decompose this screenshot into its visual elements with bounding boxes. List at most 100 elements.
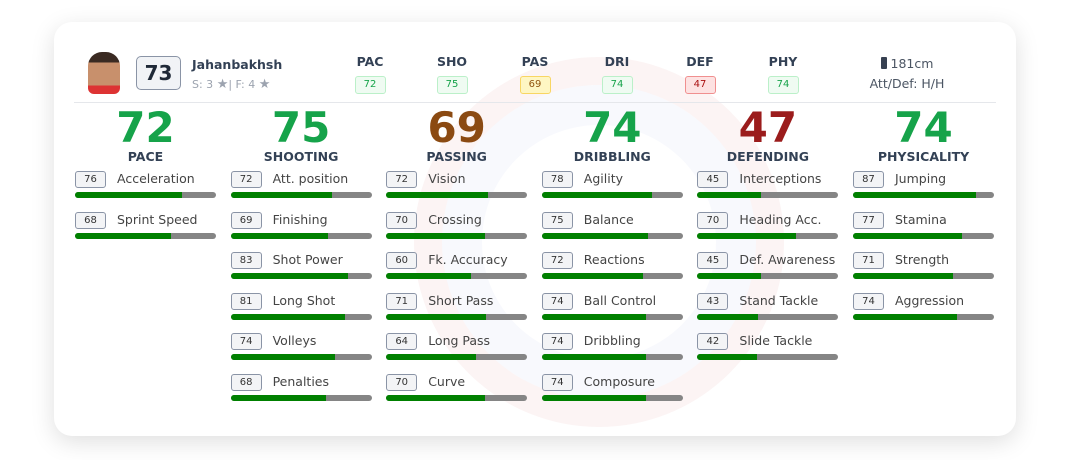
attribute-name: Finishing <box>272 211 328 227</box>
attribute-value: 71 <box>386 292 418 310</box>
attribute-row: 68 Sprint Speed <box>75 208 216 249</box>
attribute-bar <box>541 192 683 198</box>
attribute-value: 77 <box>853 211 884 229</box>
attribute-row: 71 Short Pass <box>386 289 528 330</box>
attribute-name: Acceleration <box>117 171 195 186</box>
attribute-row: 70 Crossing <box>386 208 528 249</box>
category-defending: 47 DEFENDING 45 Interceptions 70 Heading Acc.… <box>697 106 839 370</box>
attribute-row: 45 Def. Awareness <box>697 248 839 289</box>
attribute-bar <box>230 273 372 279</box>
attribute-name: Strength <box>895 252 950 267</box>
attribute-row: 87 Jumping <box>853 167 994 208</box>
header-stat-phy: PHY 74 <box>753 54 813 94</box>
attribute-name: Penalties <box>272 373 330 389</box>
category-shooting: 75 SHOOTING 72 Att. position 69 Finishing 83 Sh… <box>230 103 372 411</box>
attribute-bar-fill <box>230 313 345 320</box>
attribute-bar <box>541 273 683 279</box>
header-stat-def: DEF 47 <box>670 54 730 94</box>
overall-rating: 73 <box>136 56 181 90</box>
attribute-bar-fill <box>386 192 488 198</box>
header-stat-badge: 47 <box>684 76 716 94</box>
attribute-name: Att. position <box>272 171 349 186</box>
player-name[interactable]: Jahanbakhsh <box>192 57 283 72</box>
star-icon: ★ <box>258 77 271 92</box>
attribute-bar-fill <box>853 313 958 320</box>
attribute-bar-fill <box>230 273 348 279</box>
category-name: SHOOTING <box>263 149 339 164</box>
attribute-bar-fill <box>230 192 333 198</box>
attribute-name: Long Shot <box>272 292 336 308</box>
attribute-value: 74 <box>541 373 573 391</box>
category-name: PACE <box>127 149 164 164</box>
attribute-bar-fill <box>853 232 962 239</box>
attribute-value: 74 <box>230 333 262 350</box>
attribute-name: Def. Awareness <box>739 252 836 267</box>
attribute-row: 74 Volleys <box>230 329 372 370</box>
attribute-value: 43 <box>697 292 729 310</box>
attribute-bar <box>230 313 372 320</box>
attribute-name: Long Pass <box>428 333 491 348</box>
attribute-value: 75 <box>541 211 573 229</box>
attribute-bar <box>541 232 683 239</box>
attribute-value: 70 <box>386 373 418 391</box>
attribute-bar <box>386 394 528 401</box>
attribute-value: 69 <box>230 211 262 229</box>
attribute-name: Stand Tackle <box>739 292 819 308</box>
attribute-value: 74 <box>541 333 573 350</box>
attribute-bar-fill <box>230 354 335 360</box>
attribute-value: 72 <box>230 171 262 188</box>
attribute-bar-fill <box>386 394 485 401</box>
header-stat-badge: 69 <box>519 76 551 94</box>
attribute-bar-fill <box>541 273 644 279</box>
attribute-row: 74 Dribbling <box>541 329 683 370</box>
attribute-value: 87 <box>853 171 884 188</box>
weak-foot: F: 4 <box>235 78 256 91</box>
attribute-row: 74 Ball Control <box>541 289 683 330</box>
attribute-name: Balance <box>583 211 634 227</box>
attribute-bar <box>697 192 839 198</box>
attribute-row: 60 Fk. Accuracy <box>386 248 528 289</box>
attribute-name: Vision <box>428 171 466 186</box>
attribute-bar <box>386 313 528 320</box>
attribute-bar <box>853 313 994 320</box>
attribute-row: 70 Curve <box>386 370 528 411</box>
attribute-row: 72 Vision <box>386 167 528 208</box>
attribute-value: 71 <box>853 252 884 269</box>
attribute-bar <box>75 232 216 239</box>
attribute-bar-fill <box>697 273 761 279</box>
skills-weakfoot: S: 3 ★| F: 4 ★ <box>192 77 271 92</box>
attribute-value: 64 <box>386 333 418 350</box>
attribute-name: Aggression <box>895 292 965 308</box>
attribute-bar <box>386 192 528 198</box>
category-rating: 75 <box>271 103 331 152</box>
category-rating: 74 <box>894 103 953 152</box>
player-info: 181cm Att/Def: H/H <box>854 54 960 94</box>
attribute-bar <box>541 354 683 360</box>
attribute-row: 78 Agility <box>541 167 683 208</box>
header-stat-dri: DRI 74 <box>587 54 647 94</box>
attribute-bar <box>386 354 528 360</box>
attribute-row: 68 Penalties <box>230 370 372 411</box>
category-name: PASSING <box>426 149 487 164</box>
attribute-value: 45 <box>697 252 729 269</box>
header-stat-label: PHY <box>768 54 798 69</box>
attribute-row: 77 Stamina <box>853 208 994 249</box>
attribute-row: 83 Shot Power <box>230 248 372 289</box>
attribute-bar <box>541 313 683 320</box>
category-name: DEFENDING <box>726 149 809 164</box>
category-passing: 69 PASSING 72 Vision 70 Crossing 60 Fk. Accurac… <box>386 106 528 411</box>
attribute-name: Agility <box>583 171 623 186</box>
header-stat-label: PAC <box>356 54 384 69</box>
attribute-bar <box>697 313 839 320</box>
attribute-row: 42 Slide Tackle <box>697 329 839 370</box>
attribute-row: 75 Balance <box>541 208 683 249</box>
attribute-name: Ball Control <box>583 292 657 308</box>
attribute-bar <box>230 354 372 360</box>
attribute-row: 74 Composure <box>541 370 683 411</box>
attribute-row: 45 Interceptions <box>697 167 839 208</box>
attribute-row: 72 Att. position <box>230 167 372 208</box>
attribute-bar-fill <box>541 394 647 401</box>
attribute-bar-fill <box>230 394 327 401</box>
header-stat-label: DEF <box>686 54 714 69</box>
attribute-name: Fk. Accuracy <box>428 252 508 267</box>
